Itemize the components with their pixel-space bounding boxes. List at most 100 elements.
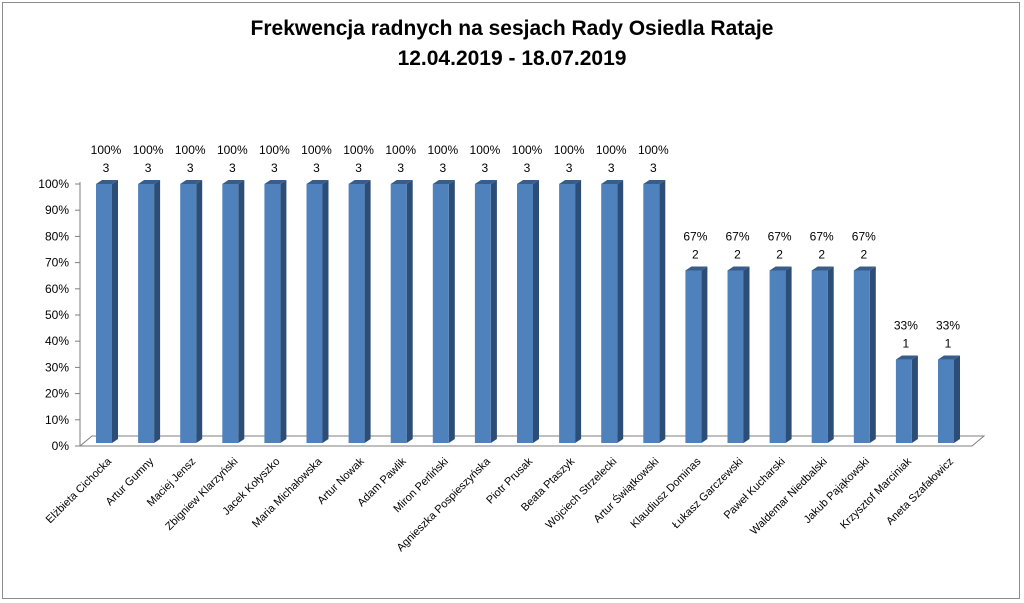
y-tick-label: 10% [45,413,69,427]
bar-side [196,180,203,443]
bar [348,184,365,443]
y-tick-label: 30% [45,360,69,374]
data-label-count: 3 [229,161,236,175]
bar-side [154,180,161,443]
bar-top [938,355,960,360]
data-label-percent: 100% [638,143,669,157]
bar-top [517,180,539,184]
bar [264,184,281,443]
y-tick-label: 100% [38,177,69,191]
bar-side [785,266,792,443]
bar-side [743,266,750,443]
bar-top [643,180,666,184]
bar [222,184,239,443]
bar [769,270,786,443]
data-label-count: 2 [776,247,783,261]
data-label-count: 3 [524,161,531,175]
data-label-percent: 100% [133,143,164,157]
bar-top [769,266,792,271]
y-tick-label: 40% [45,334,69,348]
bar-top [306,180,329,184]
bar-side [659,180,666,443]
y-tick-label: 90% [45,203,69,217]
bar-side [617,180,624,443]
bar [517,184,533,443]
data-label-percent: 67% [810,229,834,243]
bar-top [138,180,161,184]
data-label-count: 3 [566,161,573,175]
data-label-percent: 100% [217,143,248,157]
data-label-percent: 67% [768,229,792,243]
bar-top [685,266,708,271]
y-tick-label: 80% [45,229,69,243]
data-label-count: 3 [187,161,194,175]
data-label-percent: 100% [175,143,206,157]
bar-top [180,180,203,184]
bar-side [954,355,960,443]
data-label-percent: 100% [343,143,374,157]
data-label-count: 3 [439,161,446,175]
bar-side [112,180,118,443]
data-label-percent: 67% [725,229,749,243]
x-tick-label: Waldemar Niedbalski [748,456,830,538]
bar [938,359,954,443]
bar-top [264,180,287,184]
bar [474,184,491,443]
bar-side [911,355,918,443]
bar [601,184,618,443]
chart-title-block: Frekwencja radnych na sesjach Rady Osied… [0,14,1024,74]
data-label-count: 3 [313,161,320,175]
bar-side [406,180,413,443]
bar [559,184,576,443]
data-label-count: 2 [860,247,867,261]
chart-title: Frekwencja radnych na sesjach Rady Osied… [250,17,774,40]
bar-top [811,266,834,271]
x-tick-label: Zbigniew Klarzyński [163,456,240,533]
bar [306,184,323,443]
bar [853,270,870,443]
bar-top [96,180,118,184]
bar [96,184,112,443]
bar-side [448,180,455,443]
data-label-count: 3 [650,161,657,175]
bar-side [869,266,876,443]
x-tick-label: Klaudiusz Dominas [628,455,703,530]
data-label-count: 3 [271,161,278,175]
data-label-percent: 33% [894,319,918,333]
bar [138,184,155,443]
data-label-percent: 67% [852,229,876,243]
bar [643,184,660,443]
bar-top [895,355,918,360]
data-label-percent: 67% [683,229,707,243]
data-label-count: 3 [145,161,152,175]
bar [895,359,912,443]
data-label-percent: 100% [427,143,458,157]
data-label-count: 2 [818,247,825,261]
bar-top [432,180,455,184]
bar [390,184,407,443]
x-tick-label: Łukasz Garczewski [670,456,745,531]
data-label-count: 1 [945,337,952,351]
data-label-count: 3 [355,161,362,175]
bar-side [322,180,329,443]
data-label-percent: 100% [259,143,290,157]
bar-top [853,266,876,271]
bar-side [238,180,245,443]
x-tick-label: Wojciech Strzelecki [544,456,620,532]
data-label-percent: 33% [936,319,960,333]
bar [727,270,744,443]
bar [180,184,197,443]
bar-side [364,180,371,443]
bar-top [727,266,750,271]
data-label-count: 2 [692,247,699,261]
bar-top [222,180,245,184]
bar-top [601,180,624,184]
bar-top [390,180,413,184]
bar [432,184,449,443]
bar-top [474,180,497,184]
data-label-count: 3 [397,161,404,175]
bar-side [490,180,497,443]
y-tick-label: 50% [45,308,69,322]
